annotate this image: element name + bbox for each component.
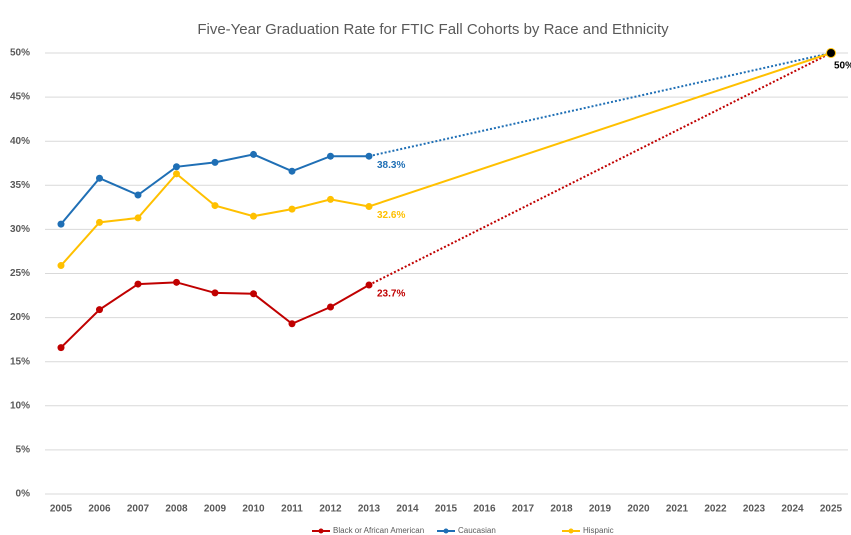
x-tick-label: 2006 <box>88 504 111 515</box>
projection-line <box>368 52 832 286</box>
data-point <box>134 191 142 199</box>
projection-line <box>368 52 832 158</box>
data-point <box>173 170 180 178</box>
x-tick-label: 2012 <box>319 504 342 515</box>
y-tick-label: 25% <box>10 268 30 279</box>
chart-title: Five-Year Graduation Rate for FTIC Fall … <box>197 21 669 38</box>
y-tick-label: 10% <box>10 400 30 411</box>
data-point <box>57 220 65 228</box>
value-label: 32.6% <box>377 210 405 221</box>
x-tick-label: 2007 <box>127 504 150 515</box>
legend-label: Hispanic <box>583 526 614 535</box>
x-tick-label: 2008 <box>165 504 188 515</box>
legend-dot <box>443 528 449 534</box>
x-tick-label: 2011 <box>281 504 303 515</box>
data-point <box>96 306 103 314</box>
data-point <box>327 195 334 203</box>
series-line <box>60 172 370 267</box>
y-tick-label: 30% <box>10 224 30 235</box>
target-point <box>826 48 836 58</box>
x-tick-label: 2024 <box>781 504 804 515</box>
value-label: 23.7% <box>377 289 405 300</box>
x-tick-label: 2013 <box>358 504 381 515</box>
x-tick-label: 2018 <box>550 504 573 515</box>
value-label: 38.3% <box>377 160 405 171</box>
data-point <box>173 278 180 286</box>
legend-dot <box>568 528 574 534</box>
data-point <box>211 158 219 166</box>
data-point <box>288 320 296 328</box>
y-tick-label: 5% <box>16 445 31 456</box>
y-tick-label: 40% <box>10 136 30 147</box>
data-point <box>250 290 257 298</box>
x-tick-label: 2023 <box>743 504 766 515</box>
data-point <box>327 303 334 311</box>
y-tick-label: 35% <box>10 180 30 191</box>
data-point <box>57 262 65 270</box>
data-point <box>327 152 334 160</box>
data-point <box>211 202 219 210</box>
y-tick-label: 20% <box>10 312 30 323</box>
x-tick-label: 2010 <box>242 504 265 515</box>
legend-label: Black or African American <box>333 526 424 535</box>
legend-dot <box>318 528 324 534</box>
target-label: 50% <box>834 61 851 72</box>
x-tick-label: 2016 <box>473 504 496 515</box>
x-tick-label: 2019 <box>589 504 612 515</box>
data-point <box>211 289 219 297</box>
data-point <box>250 150 257 158</box>
data-point <box>96 174 103 182</box>
data-point <box>134 280 142 288</box>
data-point <box>250 212 257 220</box>
x-tick-label: 2017 <box>512 504 535 515</box>
y-tick-label: 0% <box>16 489 31 500</box>
data-point <box>173 163 180 171</box>
data-point <box>365 152 373 160</box>
x-tick-label: 2015 <box>435 504 458 515</box>
data-point <box>365 281 373 289</box>
y-tick-label: 50% <box>10 48 30 59</box>
y-tick-label: 45% <box>10 92 30 103</box>
data-point <box>57 344 65 352</box>
x-tick-label: 2014 <box>396 504 419 515</box>
x-tick-label: 2021 <box>666 504 689 515</box>
data-point <box>288 167 296 175</box>
x-tick-label: 2009 <box>204 504 227 515</box>
y-tick-label: 15% <box>10 356 30 367</box>
x-tick-label: 2022 <box>704 504 727 515</box>
legend-label: Caucasian <box>458 526 496 535</box>
projection-line <box>368 52 832 208</box>
x-tick-label: 2025 <box>820 504 843 515</box>
data-point <box>134 214 142 222</box>
x-tick-label: 2020 <box>627 504 650 515</box>
data-point <box>365 202 373 210</box>
x-tick-label: 2005 <box>50 504 73 515</box>
data-point <box>96 218 103 226</box>
data-point <box>288 205 296 213</box>
